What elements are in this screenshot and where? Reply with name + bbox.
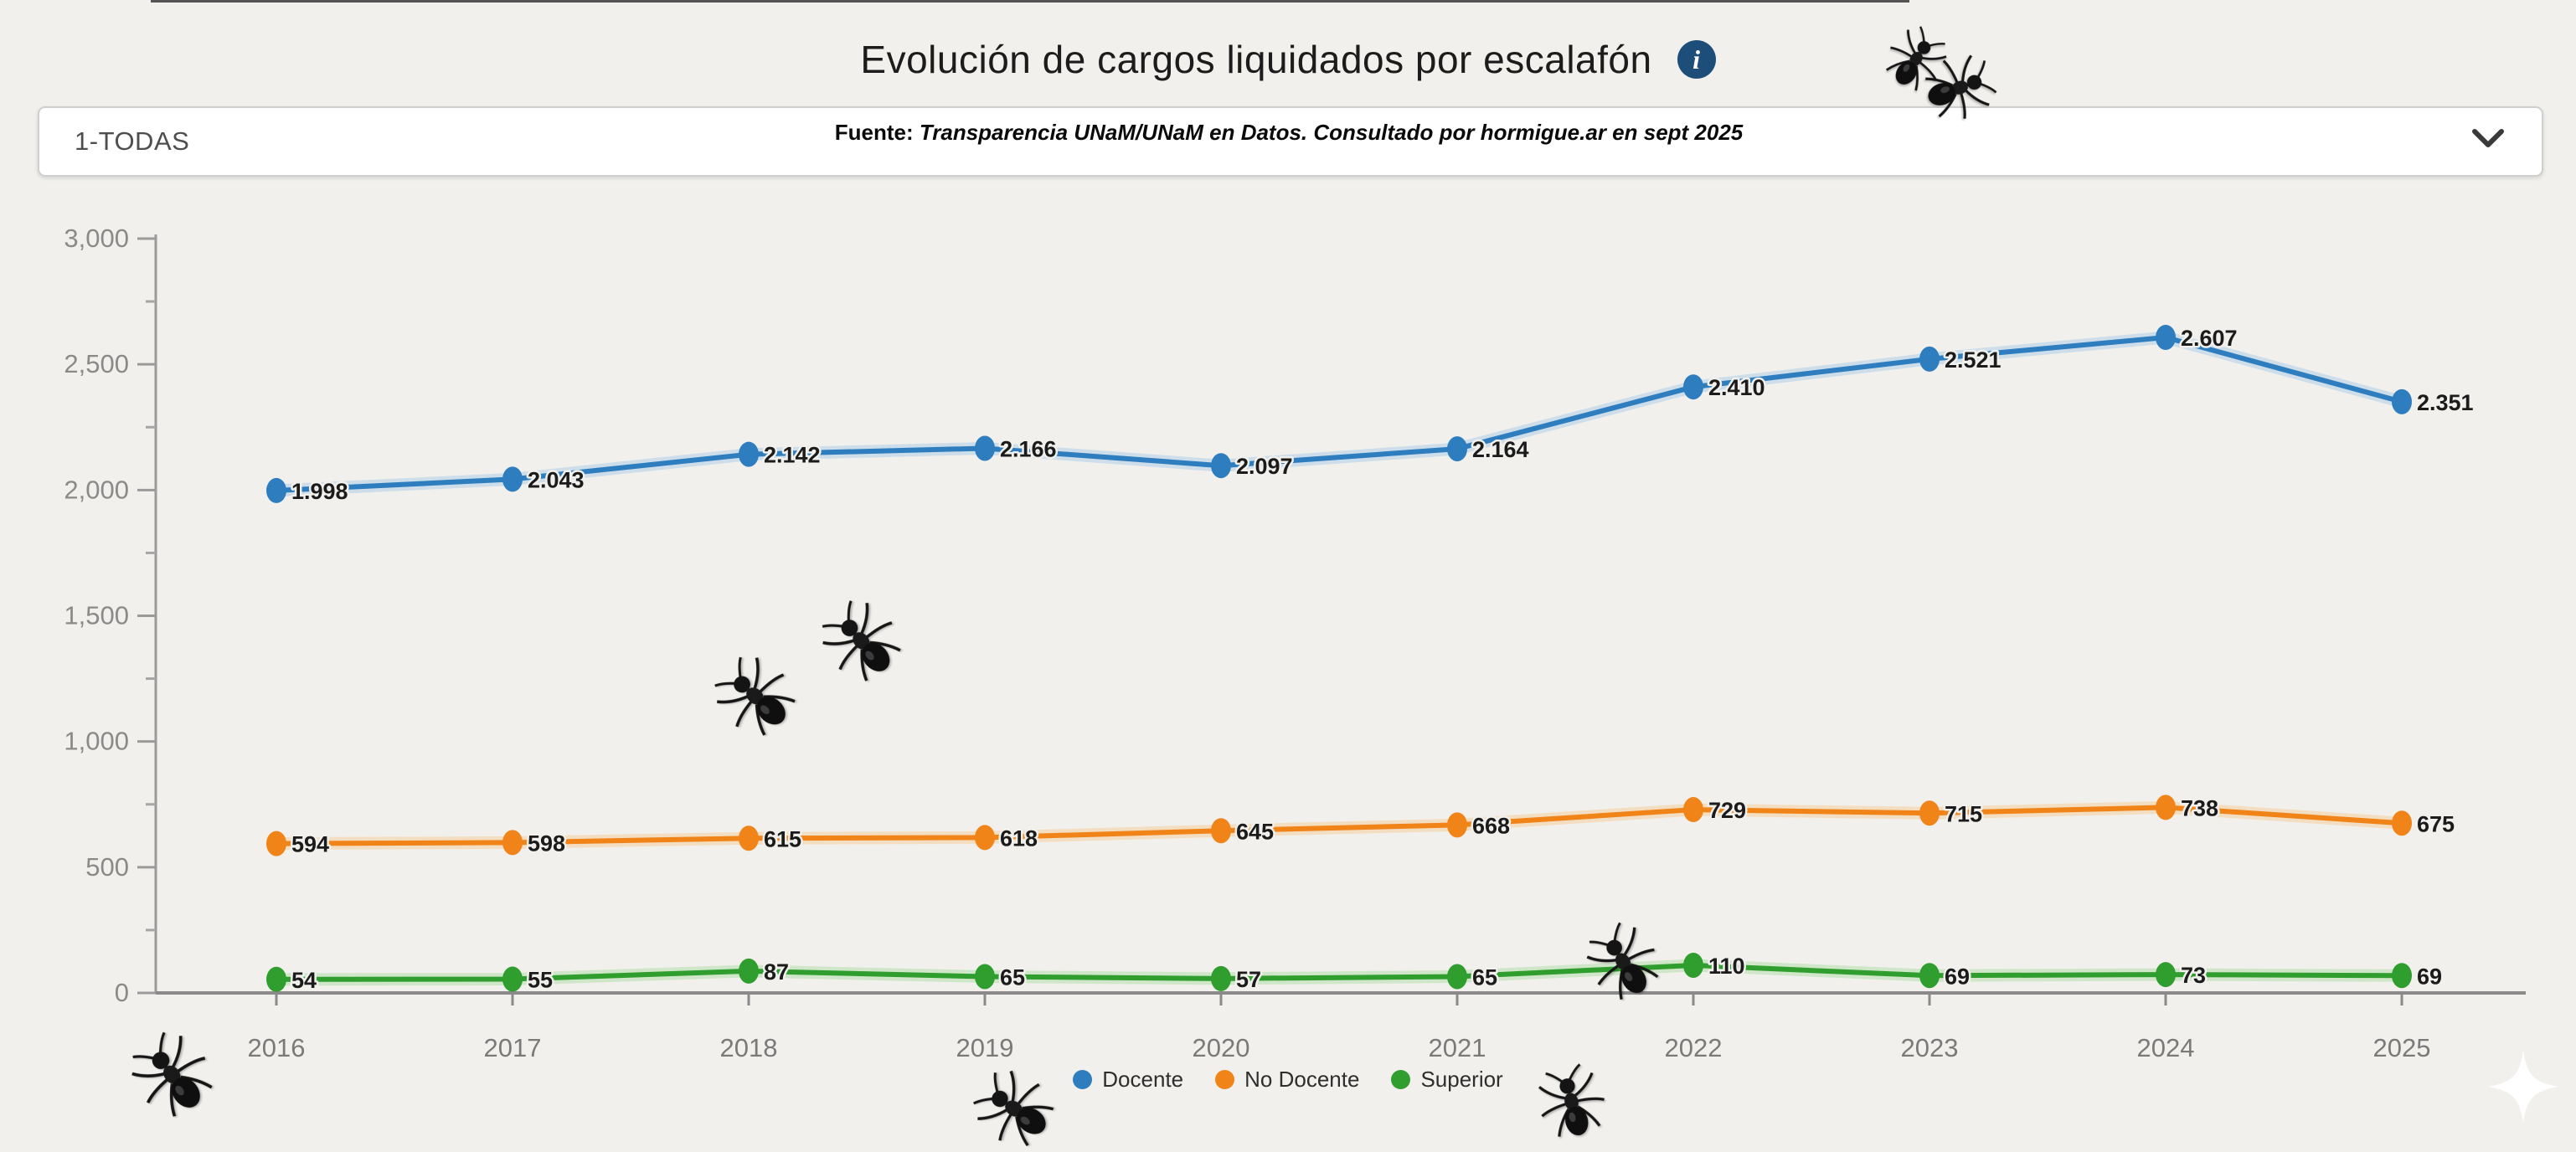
svg-text:3,000: 3,000 [64, 224, 129, 253]
svg-text:2.607: 2.607 [2181, 326, 2238, 351]
svg-text:2019: 2019 [956, 1033, 1014, 1062]
svg-text:55: 55 [528, 967, 553, 992]
svg-text:73: 73 [2181, 963, 2206, 988]
svg-text:2.142: 2.142 [764, 443, 821, 468]
escalafon-select[interactable]: 1-TODAS [38, 106, 2543, 177]
info-glyph: i [1692, 44, 1701, 75]
svg-text:2.164: 2.164 [1472, 437, 1529, 462]
svg-text:2025: 2025 [2373, 1033, 2431, 1062]
svg-text:57: 57 [1236, 967, 1261, 992]
svg-text:1,000: 1,000 [64, 727, 129, 756]
legend-item-docente: Docente [1073, 1067, 1183, 1093]
svg-text:2.166: 2.166 [1000, 436, 1057, 461]
svg-text:2,000: 2,000 [64, 475, 129, 504]
svg-text:2016: 2016 [248, 1033, 306, 1062]
svg-text:87: 87 [764, 959, 789, 985]
legend-dot [1391, 1070, 1411, 1089]
svg-text:668: 668 [1472, 813, 1510, 838]
svg-text:1.998: 1.998 [291, 479, 348, 504]
svg-text:2017: 2017 [484, 1033, 542, 1062]
svg-text:110: 110 [1708, 954, 1745, 979]
svg-text:2.043: 2.043 [528, 467, 585, 492]
svg-text:2018: 2018 [720, 1033, 778, 1062]
svg-text:2023: 2023 [1901, 1033, 1959, 1062]
svg-text:594: 594 [291, 832, 329, 857]
svg-text:615: 615 [764, 826, 801, 851]
svg-text:618: 618 [1000, 825, 1038, 851]
svg-text:0: 0 [115, 978, 129, 1007]
svg-text:598: 598 [528, 831, 565, 856]
svg-text:1,500: 1,500 [64, 601, 129, 630]
svg-text:69: 69 [2417, 964, 2442, 989]
chevron-down-icon [2472, 129, 2504, 147]
svg-text:2024: 2024 [2137, 1033, 2195, 1062]
svg-text:2021: 2021 [1429, 1033, 1486, 1062]
svg-text:738: 738 [2181, 795, 2218, 820]
filter-row: 1-TODAS Fuente: Transparencia UNaM/UNaM … [38, 106, 2543, 177]
svg-text:2.351: 2.351 [2417, 390, 2474, 415]
legend-dot [1215, 1070, 1235, 1089]
svg-text:500: 500 [85, 852, 129, 882]
legend-item-superior: Superior [1391, 1067, 1503, 1093]
top-edge-line [151, 0, 1909, 3]
svg-text:675: 675 [2417, 811, 2455, 836]
selected-option: 1-TODAS [75, 126, 190, 156]
legend-label: Superior [1420, 1067, 1503, 1092]
svg-text:2.521: 2.521 [1945, 347, 2002, 373]
info-icon[interactable]: i [1677, 40, 1716, 79]
svg-text:715: 715 [1945, 801, 1982, 826]
svg-text:65: 65 [1000, 964, 1025, 990]
svg-text:2.097: 2.097 [1236, 454, 1293, 479]
sparkle-icon [2488, 1050, 2558, 1124]
svg-text:2.410: 2.410 [1708, 375, 1765, 400]
legend-label: No Docente [1244, 1067, 1360, 1092]
legend-dot [1073, 1070, 1093, 1089]
page-title: Evolución de cargos liquidados por escal… [860, 38, 1652, 81]
svg-text:729: 729 [1708, 798, 1746, 823]
svg-text:2020: 2020 [1193, 1033, 1250, 1062]
svg-text:2022: 2022 [1665, 1033, 1723, 1062]
legend-item-no-docente: No Docente [1215, 1067, 1359, 1093]
svg-text:54: 54 [291, 968, 317, 993]
svg-text:65: 65 [1472, 964, 1497, 990]
chart-legend: Docente No Docente Superior [0, 1067, 2576, 1093]
legend-label: Docente [1102, 1067, 1184, 1092]
svg-text:69: 69 [1945, 964, 1970, 989]
header: Evolución de cargos liquidados por escal… [0, 37, 2576, 82]
svg-text:645: 645 [1236, 819, 1274, 844]
svg-text:2,500: 2,500 [64, 349, 129, 378]
